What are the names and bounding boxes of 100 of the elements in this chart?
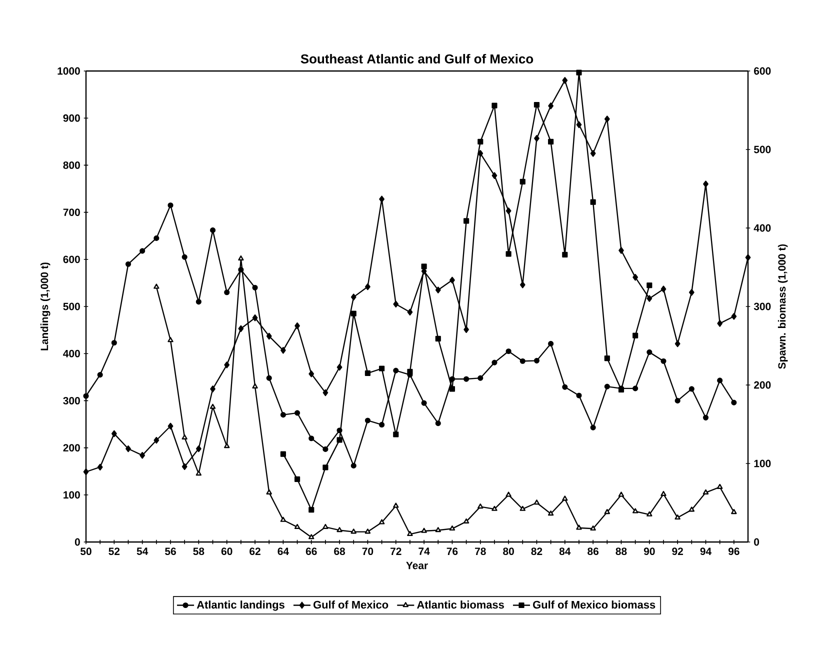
- point: [280, 346, 286, 354]
- point: [154, 235, 160, 241]
- point: [210, 386, 216, 392]
- point: [266, 489, 272, 494]
- point: [210, 404, 216, 409]
- y-tick-label: 100: [64, 491, 80, 499]
- point: [506, 492, 512, 497]
- y2-tick-label: 600: [754, 67, 771, 75]
- y2-axis-title: Spawn. biomass (1,000 t): [778, 244, 788, 369]
- point: [674, 514, 680, 520]
- point: [421, 400, 427, 406]
- point: [520, 506, 526, 511]
- point: [435, 336, 441, 342]
- y-tick-label: 400: [63, 350, 80, 358]
- x-tick-label: 70: [362, 548, 374, 556]
- point: [393, 368, 399, 374]
- point: [618, 247, 624, 254]
- point: [252, 314, 258, 322]
- point: [548, 102, 554, 110]
- point: [506, 251, 512, 257]
- point: [350, 462, 356, 468]
- point: [703, 180, 708, 188]
- x-tick-label: 84: [559, 548, 571, 556]
- point: [308, 436, 314, 442]
- y2-tick-label: 200: [754, 381, 771, 389]
- legend-label: Gulf of Mexico biomass: [533, 600, 656, 609]
- x-tick-label: 86: [588, 548, 599, 556]
- point: [407, 530, 413, 536]
- point: [646, 349, 652, 355]
- point: [393, 502, 399, 508]
- point: [590, 424, 596, 430]
- point: [294, 322, 300, 330]
- point: [140, 248, 146, 254]
- y-tick-label: 200: [63, 444, 80, 452]
- point: [322, 389, 328, 396]
- point: [576, 524, 582, 530]
- y-tick-label: 700: [63, 208, 80, 216]
- point: [294, 476, 300, 482]
- point: [252, 383, 258, 388]
- point: [210, 227, 216, 233]
- point: [464, 218, 470, 224]
- point: [168, 422, 174, 430]
- point: [97, 464, 103, 470]
- point: [660, 490, 666, 496]
- point: [520, 358, 526, 364]
- point: [322, 446, 328, 452]
- point: [688, 506, 695, 512]
- point: [688, 288, 694, 296]
- point: [534, 102, 540, 108]
- x-tick-label: 56: [165, 548, 176, 556]
- point: [224, 290, 230, 296]
- point: [126, 445, 131, 452]
- point: [632, 332, 638, 338]
- point: [618, 492, 624, 497]
- point: [435, 420, 441, 426]
- point: [688, 386, 694, 392]
- x-tick-label: 64: [278, 548, 289, 556]
- chart-title: Southeast Atlantic and Gulf of Mexico: [300, 54, 534, 64]
- point: [378, 519, 385, 524]
- point: [731, 508, 737, 514]
- point: [604, 116, 610, 122]
- legend-label: Atlantic landings: [196, 600, 284, 611]
- point: [576, 392, 582, 398]
- point: [280, 412, 286, 418]
- y-tick-label: 500: [63, 302, 80, 310]
- point: [717, 320, 723, 327]
- point: [379, 196, 384, 202]
- point: [590, 199, 596, 205]
- point: [548, 340, 554, 346]
- point: [322, 524, 328, 529]
- point: [548, 510, 554, 516]
- x-tick-label: 76: [446, 548, 458, 556]
- point: [238, 255, 244, 261]
- point: [350, 528, 356, 534]
- point: [449, 386, 456, 392]
- x-tick-label: 90: [644, 548, 655, 556]
- point: [407, 368, 413, 374]
- point: [702, 414, 709, 420]
- x-tick-label: 74: [418, 548, 430, 555]
- point: [280, 451, 286, 457]
- y-tick-label: 0: [74, 538, 80, 546]
- point: [308, 507, 314, 513]
- point: [168, 202, 174, 208]
- x-tick-label: 54: [136, 548, 148, 555]
- point: [364, 370, 370, 376]
- point: [463, 518, 470, 524]
- point: [576, 70, 582, 76]
- y2-tick-label: 400: [754, 224, 771, 232]
- point: [646, 295, 652, 302]
- point: [308, 370, 314, 378]
- point: [294, 524, 300, 529]
- point: [548, 138, 554, 144]
- y2-tick-label: 0: [754, 538, 760, 546]
- x-axis-title: Year: [406, 562, 428, 570]
- point: [506, 348, 512, 354]
- x-tick-label: 94: [700, 548, 712, 556]
- point: [731, 313, 737, 320]
- point: [266, 375, 272, 381]
- point: [674, 398, 680, 404]
- point: [238, 325, 244, 332]
